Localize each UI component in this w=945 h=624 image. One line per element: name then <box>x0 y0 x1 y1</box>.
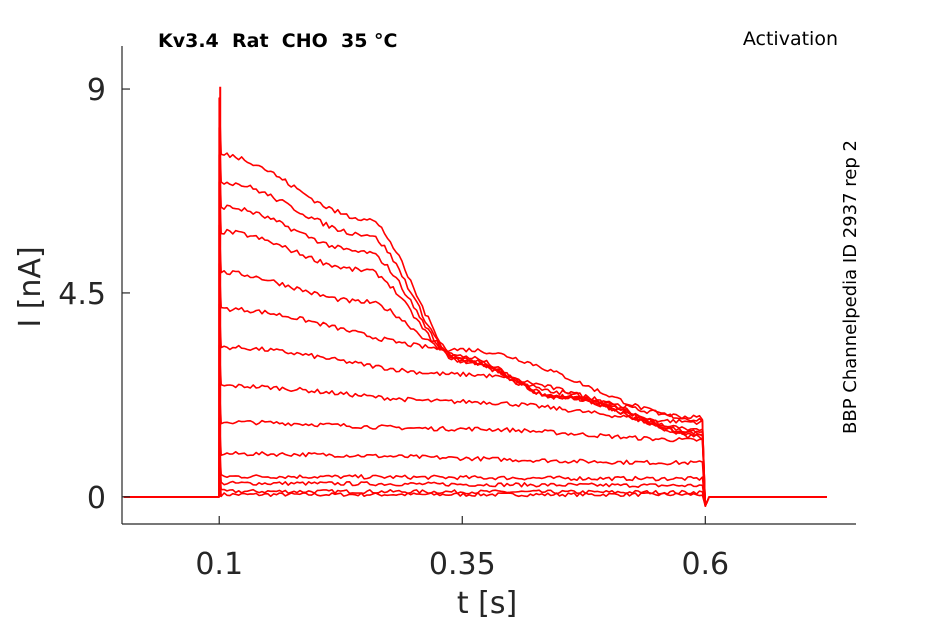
x-tick-label: 0.6 <box>681 547 729 582</box>
current-trace <box>123 466 827 507</box>
y-tick-label: 9 <box>87 73 106 108</box>
current-trace <box>123 450 827 507</box>
y-ticks-group: 04.59 <box>58 73 130 516</box>
current-trace <box>123 97 827 507</box>
current-trace <box>123 461 827 507</box>
current-trace <box>123 382 827 507</box>
protocol-label: Activation <box>743 28 838 50</box>
y-tick-label: 4.5 <box>58 277 106 312</box>
y-tick-label: 0 <box>87 481 106 516</box>
current-trace <box>123 441 827 507</box>
current-trace <box>123 224 827 507</box>
x-tick-label: 0.1 <box>195 547 243 582</box>
current-trace <box>123 262 827 507</box>
current-trace <box>123 126 827 507</box>
y-axis-label: I [nA] <box>13 246 48 327</box>
axes-group <box>121 46 856 525</box>
current-trace <box>123 416 827 507</box>
traces-group <box>123 86 827 507</box>
chart-title: Kv3.4 Rat CHO 35 °C <box>158 30 398 52</box>
current-trace <box>123 344 827 507</box>
current-trace <box>123 153 827 507</box>
current-trace <box>123 181 827 507</box>
current-trace <box>123 303 827 507</box>
x-axis-label: t [s] <box>457 586 517 621</box>
x-ticks-group: 0.1 0.35 0.6 <box>195 516 729 582</box>
source-id-label: BBP Channelpedia ID 2937 rep 2 <box>840 140 861 434</box>
x-tick-label: 0.35 <box>429 547 496 582</box>
